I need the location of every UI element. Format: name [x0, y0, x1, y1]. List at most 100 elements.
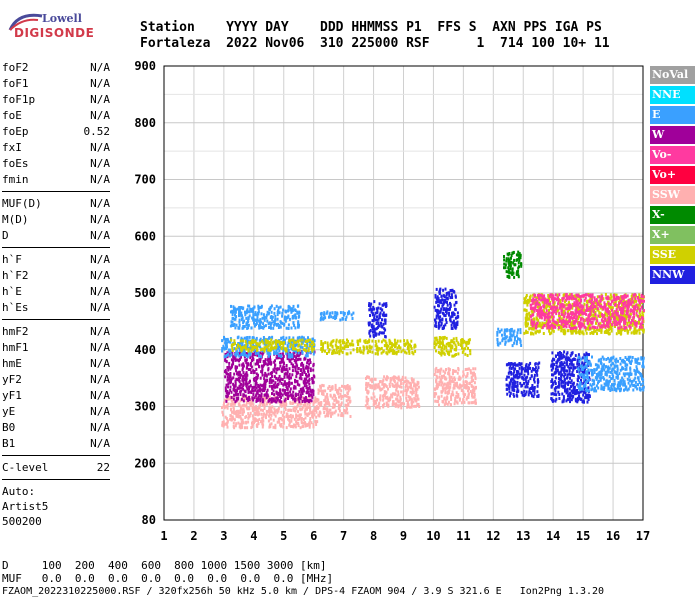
echo-point [266, 396, 269, 400]
echo-point [435, 297, 438, 301]
echo-point [470, 376, 473, 380]
echo-point [252, 341, 254, 345]
echo-point [383, 402, 386, 406]
echo-point [609, 310, 611, 314]
echo-point [264, 371, 267, 375]
echo-point [274, 385, 277, 389]
echo-point [447, 390, 450, 393]
echo-point [503, 332, 506, 336]
echo-point [435, 342, 438, 346]
echo-point [318, 389, 321, 393]
echo-point [288, 423, 291, 427]
echo-point [511, 388, 514, 392]
echo-point [591, 355, 593, 359]
echo-point [255, 367, 258, 371]
echo-point [377, 339, 380, 343]
echo-point [458, 376, 461, 380]
echo-point [449, 296, 452, 300]
echo-point [259, 318, 262, 322]
echo-point [507, 270, 510, 274]
echo-point [374, 386, 377, 390]
echo-point [249, 353, 252, 357]
echo-point [447, 371, 450, 374]
echo-point [233, 357, 236, 361]
echo-point [280, 381, 283, 385]
echo-point [287, 309, 289, 313]
echo-point [533, 386, 536, 389]
echo-point [292, 321, 295, 325]
echo-point [282, 335, 285, 339]
echo-point [507, 268, 510, 272]
echo-point [381, 318, 383, 322]
echo-point [516, 380, 519, 384]
param-name: fmin [2, 173, 29, 186]
echo-point [272, 385, 275, 389]
echo-point [280, 396, 283, 399]
param-name: h`F [2, 253, 22, 266]
echo-point [614, 359, 617, 362]
echo-point [608, 379, 611, 383]
echo-point [624, 367, 627, 371]
echo-point [635, 360, 638, 364]
echo-point [247, 318, 250, 322]
echo-point [247, 398, 250, 402]
echo-point [282, 401, 285, 405]
echo-point [550, 331, 553, 335]
echo-point [237, 409, 240, 413]
param-row-hmf1: hmF1 N/A [2, 340, 110, 356]
echo-point [311, 388, 314, 392]
echo-point [253, 340, 256, 344]
echo-point [290, 357, 293, 361]
echo-point [298, 348, 301, 352]
echo-point [243, 373, 246, 377]
echo-point [304, 424, 307, 428]
echo-point [577, 368, 580, 372]
echo-point [257, 307, 260, 311]
echo-point [517, 269, 520, 273]
echo-point [511, 269, 514, 273]
echo-point [517, 273, 520, 277]
echo-point [341, 346, 344, 350]
echo-point [619, 389, 621, 393]
echo-point [410, 377, 413, 381]
param-value: N/A [90, 269, 110, 282]
echo-point [510, 254, 513, 258]
echo-point [366, 351, 369, 355]
echo-point [303, 357, 306, 361]
echo-point [435, 316, 438, 320]
echo-point [588, 324, 591, 328]
echo-point [596, 332, 598, 336]
echo-point [242, 421, 245, 425]
echo-point [320, 311, 323, 315]
echo-point [392, 384, 395, 388]
echo-point [338, 352, 341, 356]
echo-point [385, 313, 388, 317]
echo-point [591, 387, 594, 391]
echo-point [303, 379, 306, 383]
echo-point [373, 330, 376, 334]
echo-point [233, 317, 236, 321]
echo-point [226, 398, 228, 402]
echo-point [276, 342, 279, 346]
echo-point [578, 315, 581, 319]
echo-point [642, 359, 645, 363]
echo-point [399, 385, 401, 389]
echo-point [224, 368, 227, 372]
echo-point [378, 302, 381, 306]
echo-point [239, 409, 242, 413]
echo-point [531, 367, 534, 371]
echo-point [449, 346, 452, 350]
echo-point [637, 370, 640, 374]
echo-point [412, 391, 415, 394]
echo-point [304, 366, 307, 370]
echo-point [585, 389, 588, 393]
echo-point [246, 321, 249, 325]
echo-point [240, 341, 243, 345]
echo-point [382, 311, 385, 315]
echo-point [400, 403, 403, 407]
echo-point [436, 295, 439, 299]
echo-point [252, 389, 255, 393]
echo-point [308, 382, 311, 386]
echo-point [610, 327, 613, 331]
echo-point [312, 380, 315, 384]
